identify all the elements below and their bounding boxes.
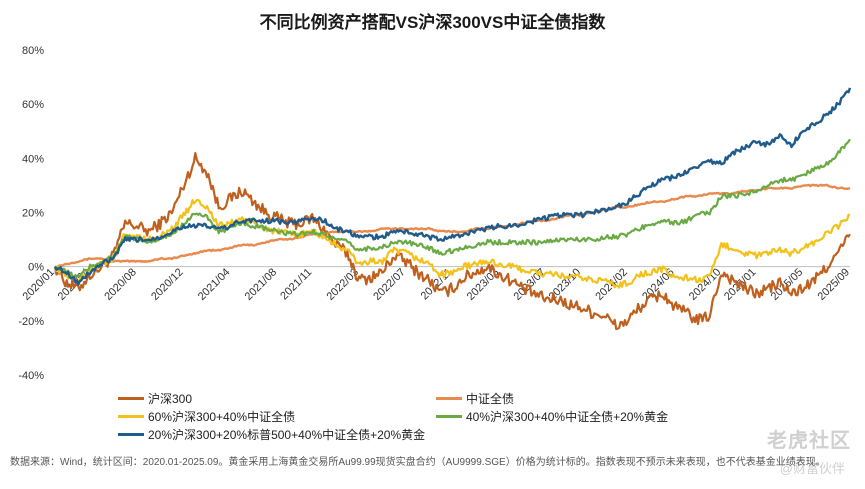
y-tick-label: 40% [22, 153, 44, 165]
footer-note: 数据来源：Wind，统计区间：2020.01-2025.09。黄金采用上海黄金交… [10, 457, 826, 468]
legend-swatch [118, 397, 144, 400]
legend-item-4: 40%沪深300+40%中证全债+20%黄金 [436, 408, 668, 425]
x-tick-label: 2024/02 [593, 266, 630, 303]
legend-item-3: 60%沪深300+40%中证全债 [118, 408, 295, 425]
watermark-sub: @财富伙伴 [779, 461, 845, 476]
x-tick-label: 2022/07 [371, 266, 408, 303]
x-tick-label: 2021/04 [196, 266, 233, 303]
series-line-1 [53, 152, 851, 331]
y-tick-label: -40% [18, 370, 44, 382]
y-tick-label: 80% [22, 45, 44, 57]
series-line-2 [54, 183, 851, 269]
legend-swatch [436, 415, 462, 418]
y-axis: -40% -20% 0% 20% 40% 60% 80% [18, 45, 850, 382]
legend-label: 20%沪深300+20%标普500+40%中证全债+20%黄金 [148, 428, 426, 442]
watermark: 老虎社区 [767, 430, 851, 452]
x-tick-label: 2020/08 [102, 266, 139, 303]
chart-legend: 沪深300 中证全债 60%沪深300+40%中证全债 40%沪深300+40%中证全… [118, 386, 718, 444]
legend-swatch [118, 415, 144, 418]
x-tick-label: 2020/12 [149, 266, 186, 303]
legend-swatch [436, 397, 462, 400]
legend-item-5: 20%沪深300+20%标普500+40%中证全债+20%黄金 [118, 426, 425, 443]
series-line-3 [53, 198, 851, 289]
legend-item-2: 中证全债 [436, 390, 514, 407]
series-line-5 [53, 87, 852, 286]
legend-item-1: 沪深300 [118, 390, 192, 407]
y-tick-label: 0% [28, 262, 44, 274]
legend-label: 中证全债 [466, 392, 515, 406]
series-line-4 [54, 138, 851, 278]
x-tick-label: 2021/08 [243, 266, 280, 303]
y-tick-label: -20% [18, 316, 44, 328]
legend-label: 60%沪深300+40%中证全债 [148, 410, 296, 424]
legend-label: 40%沪深300+40%中证全债+20%黄金 [466, 410, 669, 424]
y-tick-label: 60% [22, 99, 44, 111]
chart-title: 不同比例资产搭配VS沪深300VS中证全债指数 [259, 13, 606, 32]
legend-swatch [118, 433, 144, 436]
series-layer [53, 87, 852, 331]
legend-label: 沪深300 [148, 392, 193, 406]
x-tick-label: 2021/11 [278, 266, 314, 302]
y-tick-label: 20% [22, 208, 44, 220]
